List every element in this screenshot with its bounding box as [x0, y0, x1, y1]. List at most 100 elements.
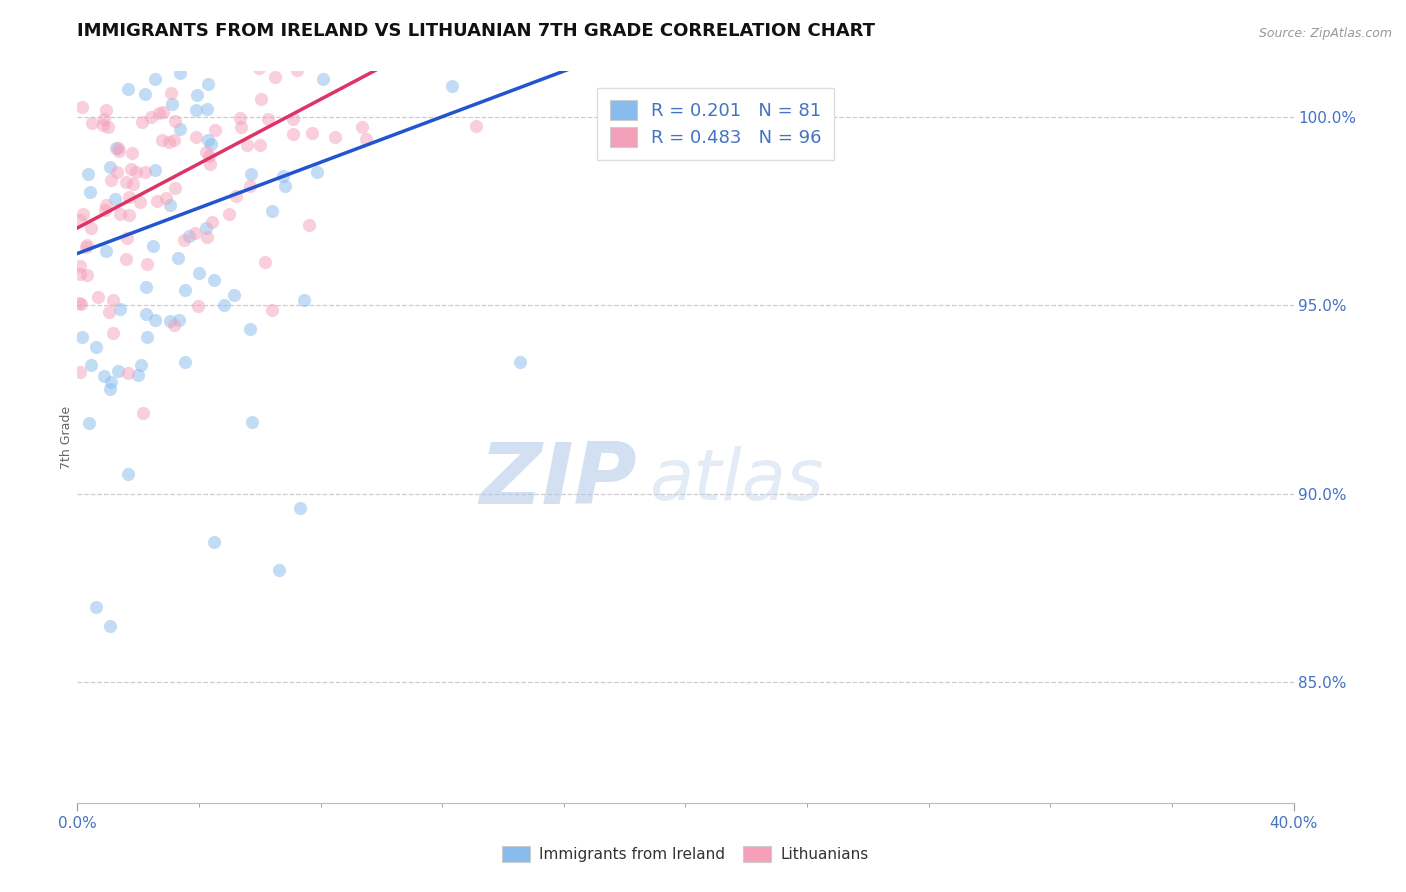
Point	[217, 57, 239, 71]
Point	[198, 156, 221, 170]
Point	[283, 112, 305, 127]
Point	[93, 112, 115, 127]
Point	[240, 415, 263, 429]
Y-axis label: 7th Grade: 7th Grade	[60, 406, 73, 468]
Point	[100, 173, 122, 187]
Point	[184, 226, 207, 240]
Point	[163, 318, 186, 332]
Point	[150, 133, 173, 147]
Point	[115, 175, 138, 189]
Point	[91, 118, 114, 132]
Point	[229, 112, 252, 126]
Point	[101, 293, 124, 307]
Point	[108, 145, 131, 159]
Point	[80, 116, 103, 130]
Point	[117, 82, 139, 96]
Point	[312, 72, 335, 87]
Point	[96, 244, 118, 258]
Text: Source: ZipAtlas.com: Source: ZipAtlas.com	[1258, 27, 1392, 40]
Point	[159, 198, 181, 212]
Point	[124, 0, 146, 7]
Point	[121, 177, 143, 191]
Point	[98, 160, 121, 174]
Point	[163, 180, 186, 194]
Point	[236, 137, 259, 152]
Point	[201, 215, 224, 229]
Point	[143, 72, 166, 87]
Point	[465, 120, 488, 134]
Point	[198, 149, 221, 163]
Point	[186, 87, 208, 102]
Point	[67, 296, 90, 310]
Point	[69, 213, 91, 227]
Point	[75, 240, 97, 254]
Legend: Immigrants from Ireland, Lithuanians: Immigrants from Ireland, Lithuanians	[496, 840, 875, 868]
Point	[84, 340, 107, 354]
Point	[72, 99, 94, 113]
Text: IMMIGRANTS FROM IRELAND VS LITHUANIAN 7TH GRADE CORRELATION CHART: IMMIGRANTS FROM IRELAND VS LITHUANIAN 7T…	[77, 22, 876, 40]
Point	[100, 376, 122, 390]
Point	[323, 130, 346, 145]
Point	[214, 298, 236, 312]
Point	[132, 406, 155, 420]
Point	[202, 535, 225, 549]
Point	[204, 122, 226, 136]
Point	[129, 358, 152, 372]
Point	[134, 164, 156, 178]
Point	[298, 219, 321, 233]
Point	[97, 120, 120, 135]
Point	[162, 97, 184, 112]
Point	[103, 326, 125, 340]
Point	[301, 126, 323, 140]
Point	[79, 185, 101, 199]
Point	[143, 162, 166, 177]
Point	[142, 239, 165, 253]
Point	[94, 202, 117, 217]
Point	[115, 230, 138, 244]
Point	[107, 141, 129, 155]
Point	[215, 50, 238, 64]
Point	[187, 266, 209, 280]
Point	[86, 290, 108, 304]
Point	[157, 135, 180, 149]
Point	[202, 272, 225, 286]
Point	[107, 364, 129, 378]
Point	[131, 114, 153, 128]
Point	[105, 165, 128, 179]
Point	[141, 110, 163, 124]
Point	[374, 0, 396, 14]
Point	[174, 355, 197, 369]
Point	[441, 78, 464, 93]
Point	[163, 114, 186, 128]
Point	[169, 66, 191, 80]
Point	[152, 105, 174, 120]
Point	[294, 293, 316, 307]
Point	[76, 268, 98, 282]
Point	[69, 260, 91, 274]
Point	[197, 78, 219, 92]
Point	[250, 92, 273, 106]
Point	[187, 299, 209, 313]
Point	[200, 136, 222, 151]
Point	[110, 301, 132, 316]
Point	[197, 133, 219, 147]
Point	[239, 167, 262, 181]
Point	[249, 137, 271, 152]
Point	[143, 313, 166, 327]
Point	[104, 192, 127, 206]
Point	[160, 86, 183, 100]
Point	[285, 62, 308, 77]
Point	[307, 165, 329, 179]
Point	[72, 329, 94, 343]
Point	[98, 304, 121, 318]
Point	[166, 251, 188, 265]
Point	[108, 207, 131, 221]
Point	[509, 355, 531, 369]
Point	[72, 28, 94, 42]
Point	[146, 194, 169, 208]
Point	[195, 221, 218, 235]
Point	[184, 130, 207, 145]
Point	[153, 36, 176, 50]
Point	[118, 190, 141, 204]
Point	[94, 197, 117, 211]
